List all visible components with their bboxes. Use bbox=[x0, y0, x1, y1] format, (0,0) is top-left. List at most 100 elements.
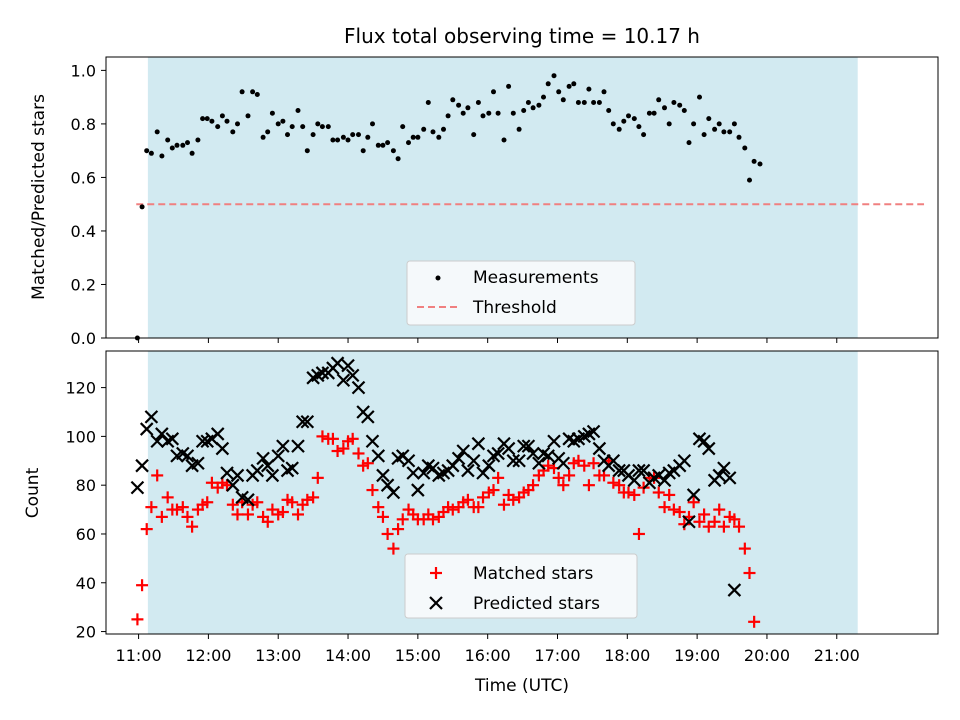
measurement-point bbox=[581, 100, 587, 105]
predicted-star-point bbox=[451, 451, 466, 466]
predicted-star-point bbox=[230, 468, 245, 483]
measurement-point bbox=[465, 105, 471, 111]
measurement-point bbox=[566, 83, 572, 89]
measurement-point bbox=[360, 148, 366, 154]
predicted-star-point bbox=[361, 410, 375, 424]
measurement-point bbox=[556, 89, 562, 95]
predicted-star-point bbox=[727, 583, 742, 597]
legend-predicted-label: Predicted stars bbox=[473, 594, 600, 614]
matched-star-point bbox=[748, 615, 761, 628]
measurement-point bbox=[265, 129, 271, 135]
measurement-point bbox=[200, 116, 206, 122]
measurement-point bbox=[621, 118, 627, 124]
measurement-point bbox=[610, 121, 616, 127]
predicted-star-point bbox=[717, 461, 731, 475]
measurement-point bbox=[575, 100, 581, 105]
measurement-point bbox=[375, 142, 381, 148]
predicted-star-point bbox=[210, 427, 225, 441]
predicted-star-point bbox=[512, 454, 526, 468]
measurement-point bbox=[139, 204, 145, 210]
bottom-ylabel: Count bbox=[23, 467, 43, 518]
matched-star-point bbox=[687, 496, 700, 509]
bottom-xtick-label: 18:00 bbox=[604, 646, 650, 665]
matched-star-point bbox=[136, 579, 149, 592]
measurement-point bbox=[757, 161, 763, 167]
predicted-star-point bbox=[144, 410, 159, 424]
measurement-point bbox=[144, 148, 150, 154]
matched-star-point bbox=[140, 523, 153, 536]
matched-star-point bbox=[170, 503, 183, 516]
bottom-xtick-label: 20:00 bbox=[744, 646, 790, 665]
predicted-star-point bbox=[501, 441, 516, 456]
measurement-point bbox=[330, 137, 336, 143]
measurement-point bbox=[697, 94, 702, 100]
matched-star-point bbox=[361, 457, 374, 470]
matched-star-point bbox=[376, 510, 389, 523]
measurement-point bbox=[501, 137, 507, 143]
matched-star-point bbox=[587, 457, 600, 470]
measurement-point bbox=[400, 124, 406, 130]
bottom-xtick-label: 21:00 bbox=[814, 646, 860, 665]
measurement-point bbox=[300, 124, 306, 130]
matched-star-point bbox=[628, 488, 641, 501]
matched-star-point bbox=[527, 479, 540, 492]
measurement-point bbox=[721, 129, 727, 135]
matched-star-point bbox=[507, 493, 520, 506]
chart-title: Flux total observing time = 10.17 h bbox=[344, 24, 700, 48]
measurement-point bbox=[269, 110, 275, 116]
predicted-star-point bbox=[315, 366, 330, 380]
measurement-point bbox=[677, 102, 683, 108]
legend-measurements-label: Measurements bbox=[473, 268, 599, 288]
matched-star-point bbox=[392, 523, 405, 536]
predicted-star-point bbox=[482, 458, 496, 473]
matched-star-point bbox=[276, 506, 289, 519]
measurement-point bbox=[662, 105, 667, 111]
measurement-point bbox=[219, 113, 225, 119]
measurement-point bbox=[491, 89, 496, 95]
bottom-predicted-layer bbox=[130, 356, 742, 597]
bottom-legend: Matched stars Predicted stars bbox=[404, 553, 638, 619]
matched-star-point bbox=[557, 479, 570, 492]
matched-star-point bbox=[346, 432, 359, 445]
measurement-point bbox=[250, 89, 256, 95]
measurement-point bbox=[601, 89, 607, 95]
measurement-point bbox=[235, 121, 240, 127]
matched-star-point bbox=[221, 479, 234, 492]
bottom-xtick-label: 12:00 bbox=[185, 646, 231, 665]
matched-star-point bbox=[652, 486, 665, 499]
measurement-point bbox=[148, 150, 154, 156]
top-ytick-label: 0.6 bbox=[71, 168, 96, 187]
top-xtick-layer bbox=[138, 338, 838, 343]
matched-star-point bbox=[396, 513, 409, 526]
measurement-point bbox=[421, 126, 427, 132]
matched-star-point bbox=[717, 520, 730, 533]
predicted-star-point bbox=[612, 463, 626, 478]
measurement-point bbox=[521, 108, 527, 113]
top-ytick-label: 0.0 bbox=[71, 329, 96, 348]
top-panel: 0.0 0.2 0.4 0.6 0.8 1.0 Matched/Predicted sta… bbox=[29, 56, 939, 348]
bottom-xtick-label: 14:00 bbox=[325, 646, 371, 665]
measurement-point bbox=[666, 121, 672, 127]
measurement-point bbox=[516, 126, 522, 132]
measurement-point bbox=[165, 137, 171, 143]
top-ytick-layer: 0.0 0.2 0.4 0.6 0.8 1.0 bbox=[71, 61, 106, 348]
bottom-xtick-label: 13:00 bbox=[255, 646, 301, 665]
matched-star-point bbox=[311, 471, 324, 484]
measurement-point bbox=[560, 97, 566, 103]
measurement-point bbox=[209, 118, 215, 124]
matched-star-point bbox=[497, 498, 510, 511]
matched-star-point bbox=[733, 520, 746, 533]
matched-star-point bbox=[667, 503, 680, 516]
measurement-point bbox=[731, 121, 737, 127]
bottom-ytick-label: 40 bbox=[76, 574, 96, 593]
predicted-star-point bbox=[300, 414, 315, 429]
measurement-point bbox=[295, 108, 301, 113]
matched-star-point bbox=[352, 447, 365, 460]
matched-star-point bbox=[461, 493, 474, 506]
predicted-star-point bbox=[506, 454, 521, 468]
measurement-point bbox=[471, 132, 477, 138]
predicted-star-point bbox=[220, 466, 234, 480]
predicted-star-point bbox=[471, 436, 486, 451]
measurement-point bbox=[195, 137, 201, 143]
measurement-point bbox=[636, 124, 642, 130]
